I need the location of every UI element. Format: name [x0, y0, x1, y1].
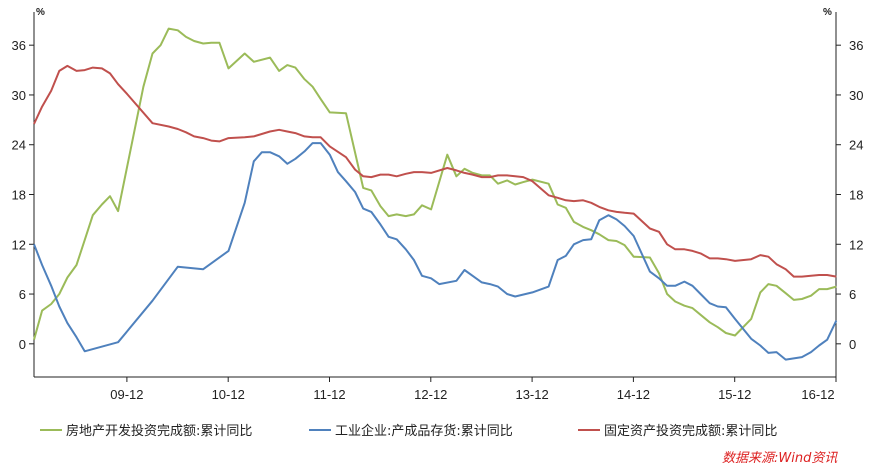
legend-label: 固定资产投资完成额:累计同比 — [604, 423, 777, 439]
y-tick-label-right: 36 — [849, 38, 863, 53]
x-tick-label: 09-12 — [110, 387, 143, 402]
series-lines — [33, 27, 838, 361]
x-tick-label: 10-12 — [212, 387, 245, 402]
y-tick-label-right: 30 — [849, 88, 863, 103]
y-ticks: 0 0 6 6 12 12 18 18 24 24 30 30 36 36 — [12, 38, 864, 352]
y-tick-label-right: 6 — [849, 287, 856, 302]
x-tick-label: 13-12 — [515, 387, 548, 402]
y-tick-label-left: 6 — [19, 287, 26, 302]
x-tick-label: 11-12 — [313, 387, 345, 402]
y-tick-label-left: 0 — [19, 337, 26, 352]
y-tick-label-right: 24 — [849, 138, 863, 153]
y-tick-label-right: 12 — [849, 237, 863, 252]
y-tick-label-right: 0 — [849, 337, 856, 352]
series-line — [33, 64, 837, 278]
y-tick-label-left: 36 — [12, 38, 26, 53]
x-tick-label: 12-12 — [414, 387, 447, 402]
x-ticks: 09-12 10-12 11-12 12-12 13-12 14-12 15-12 16-12 — [110, 377, 837, 402]
y-tick-label-left: 30 — [12, 88, 26, 103]
x-tick-label: 16-12 — [801, 387, 834, 402]
legend: 房地产开发投资完成额:累计同比 工业企业:产成品存货:累计同比 固定资产投资完成额:… — [40, 423, 777, 439]
source-note: 数据来源:Wind资讯 — [722, 451, 838, 466]
y-tick-label-left: 12 — [12, 237, 26, 252]
series-line — [33, 142, 838, 361]
left-unit-label: % — [36, 7, 45, 18]
legend-label: 房地产开发投资完成额:累计同比 — [66, 423, 252, 439]
x-tick-label: 15-12 — [718, 387, 751, 402]
series-line — [33, 27, 837, 340]
x-tick-label: 14-12 — [617, 387, 650, 402]
y-tick-label-left: 18 — [12, 188, 26, 203]
right-unit-label: % — [823, 7, 832, 18]
legend-label: 工业企业:产成品存货:累计同比 — [335, 423, 513, 439]
y-tick-label-right: 18 — [849, 188, 863, 203]
y-tick-label-left: 24 — [12, 138, 26, 153]
